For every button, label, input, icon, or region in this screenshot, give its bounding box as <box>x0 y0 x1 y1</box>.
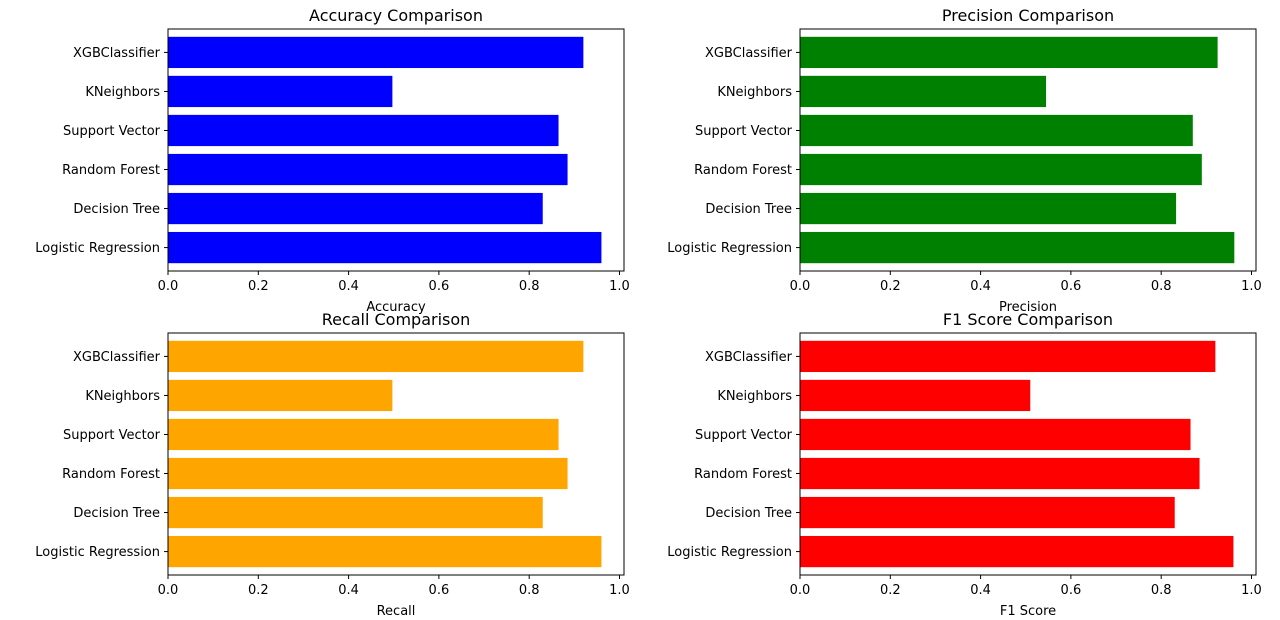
recall-ytick-label: KNeighbors <box>85 389 160 404</box>
f1-score-ytick-label: Logistic Regression <box>667 545 792 560</box>
f1-score-xtick-label: 0.2 <box>880 583 901 598</box>
precision-xtick-label: 0.4 <box>970 279 991 294</box>
precision-chart-title: Precision Comparison <box>942 6 1114 25</box>
f1-score-bar-logistic-regression <box>800 535 1234 568</box>
f1-score-chart-title: F1 Score Comparison <box>943 310 1113 329</box>
f1-score-ytick-label: Support Vector <box>695 428 793 443</box>
recall-xtick-label: 0.8 <box>519 583 540 598</box>
accuracy-xtick-label: 0.2 <box>248 279 269 294</box>
f1-score-xtick-label: 0.6 <box>1061 583 1082 598</box>
f1-score-bar-kneighbors <box>800 379 1031 412</box>
accuracy-xtick-label: 0.0 <box>158 279 179 294</box>
recall-bar-logistic-regression <box>168 535 602 568</box>
f1-score-ytick-label: Random Forest <box>694 467 792 482</box>
accuracy-ytick-label: Support Vector <box>63 124 161 139</box>
f1-score-bar-random-forest <box>800 457 1200 490</box>
precision-xtick-label: 1.0 <box>1241 279 1262 294</box>
precision-bar-decision-tree <box>800 192 1177 225</box>
recall-xtick-label: 0.0 <box>158 583 179 598</box>
precision-bar-xgbclassifier <box>800 36 1218 69</box>
recall-xtick-label: 0.2 <box>248 583 269 598</box>
accuracy-axes-frame <box>167 28 625 272</box>
accuracy-x-axis-label: Accuracy <box>366 300 426 315</box>
recall-bar-random-forest <box>168 457 568 490</box>
recall-bar-xgbclassifier <box>168 340 584 373</box>
precision-bar-support-vector <box>800 114 1193 147</box>
accuracy-ytick-label: Logistic Regression <box>35 241 160 256</box>
precision-xtick-label: 0.6 <box>1061 279 1082 294</box>
f1-score-ytick-label: KNeighbors <box>717 389 792 404</box>
accuracy-xtick-label: 0.8 <box>519 279 540 294</box>
precision-ytick-label: Random Forest <box>694 163 792 178</box>
f1-score-ytick-label: Decision Tree <box>705 506 792 521</box>
accuracy-panel: Logistic Regression Decision Tree Random F… <box>35 6 630 315</box>
precision-xtick-label: 0.8 <box>1151 279 1172 294</box>
precision-ytick-label: KNeighbors <box>717 85 792 100</box>
recall-chart-title: Recall Comparison <box>322 310 471 329</box>
accuracy-xtick-label: 1.0 <box>609 279 630 294</box>
recall-ytick-label: Random Forest <box>62 467 160 482</box>
recall-bar-support-vector <box>168 418 559 451</box>
precision-bar-kneighbors <box>800 75 1047 108</box>
precision-x-axis-label: Precision <box>999 300 1057 315</box>
f1-score-bar-support-vector <box>800 418 1191 451</box>
recall-xtick-label: 0.4 <box>338 583 359 598</box>
accuracy-bar-kneighbors <box>168 75 393 108</box>
precision-ytick-label: Support Vector <box>695 124 793 139</box>
accuracy-ytick-label: Random Forest <box>62 163 160 178</box>
f1-score-xtick-label: 0.4 <box>970 583 991 598</box>
accuracy-bar-random-forest <box>168 153 568 186</box>
f1-score-bar-xgbclassifier <box>800 340 1216 373</box>
f1-score-axes-frame <box>799 332 1257 576</box>
f1-score-xtick-label: 0.8 <box>1151 583 1172 598</box>
accuracy-ytick-label: KNeighbors <box>85 85 160 100</box>
accuracy-ytick-label: Decision Tree <box>73 202 160 217</box>
recall-xtick-label: 0.6 <box>429 583 450 598</box>
accuracy-bar-logistic-regression <box>168 231 602 264</box>
f1-score-panel: Logistic Regression Decision Tree Random F… <box>667 310 1262 619</box>
recall-ytick-label: Support Vector <box>63 428 161 443</box>
precision-xtick-label: 0.0 <box>790 279 811 294</box>
recall-axes-frame <box>167 332 625 576</box>
recall-ytick-label: Decision Tree <box>73 506 160 521</box>
accuracy-bar-decision-tree <box>168 192 543 225</box>
precision-bar-logistic-regression <box>800 231 1235 264</box>
f1-score-xtick-label: 0.0 <box>790 583 811 598</box>
recall-panel: Logistic Regression Decision Tree Random F… <box>35 310 630 619</box>
recall-xtick-label: 1.0 <box>609 583 630 598</box>
accuracy-bar-xgbclassifier <box>168 36 584 69</box>
precision-bar-random-forest <box>800 153 1202 186</box>
f1-score-bar-decision-tree <box>800 496 1175 529</box>
f1-score-ytick-label: XGBClassifier <box>705 350 793 365</box>
accuracy-bar-support-vector <box>168 114 559 147</box>
recall-x-axis-label: Recall <box>377 604 416 619</box>
precision-ytick-label: XGBClassifier <box>705 46 793 61</box>
recall-bar-decision-tree <box>168 496 543 529</box>
f1-score-x-axis-label: F1 Score <box>1000 604 1056 619</box>
precision-axes-frame <box>799 28 1257 272</box>
f1-score-xtick-label: 1.0 <box>1241 583 1262 598</box>
accuracy-ytick-label: XGBClassifier <box>73 46 161 61</box>
precision-ytick-label: Logistic Regression <box>667 241 792 256</box>
accuracy-xtick-label: 0.4 <box>338 279 359 294</box>
precision-panel: Logistic Regression Decision Tree Random F… <box>667 6 1262 315</box>
recall-ytick-label: XGBClassifier <box>73 350 161 365</box>
recall-bar-kneighbors <box>168 379 393 412</box>
accuracy-xtick-label: 0.6 <box>429 279 450 294</box>
accuracy-chart-title: Accuracy Comparison <box>309 6 483 25</box>
precision-ytick-label: Decision Tree <box>705 202 792 217</box>
precision-xtick-label: 0.2 <box>880 279 901 294</box>
recall-ytick-label: Logistic Regression <box>35 545 160 560</box>
